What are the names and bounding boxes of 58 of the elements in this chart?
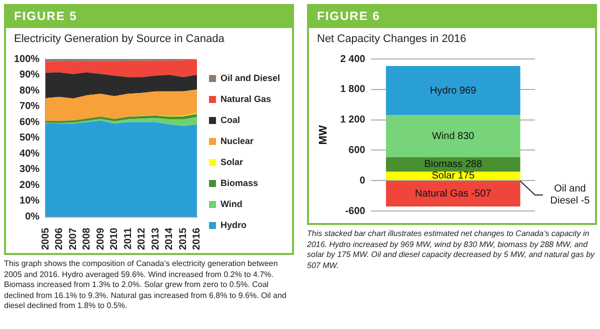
y-tick-label: 70%: [20, 101, 40, 112]
x-tick-label: 2011: [122, 227, 134, 250]
chart-title: FIGURE 5: [6, 6, 292, 28]
x-tick-label: 2006: [54, 227, 66, 250]
legend-label: Coal: [220, 114, 240, 125]
data-label: 288: [465, 159, 482, 170]
y-tick-label: 50%: [20, 132, 40, 144]
legend-label: Nuclear: [220, 136, 254, 146]
x-tick-label: 2009: [95, 227, 106, 250]
x-tick-label: 2012: [136, 227, 148, 250]
data-label: 830: [458, 130, 475, 142]
y-tick-label: 2 400: [340, 54, 366, 65]
y-tick-label: 1 800: [340, 84, 366, 96]
data-label: 175: [458, 170, 475, 182]
series-label: Hydro: [430, 85, 458, 96]
x-tick-label: 2010: [109, 227, 120, 250]
x-tick-label: 2007: [68, 227, 79, 250]
legend-label: Wind: [220, 198, 242, 209]
series-label: Natural Gas: [415, 188, 468, 200]
legend-label: Biomass: [220, 178, 258, 188]
bar: [386, 66, 520, 116]
y-tick-label: 90%: [20, 70, 40, 81]
y-tick-label: -600: [345, 206, 366, 217]
legend-label: Hydro: [220, 220, 247, 230]
legend-label: Natural Gas: [220, 94, 272, 104]
bar: [386, 115, 520, 158]
y-tick-label: 40%: [20, 148, 40, 160]
y-tick-label: 30%: [20, 164, 40, 176]
x-tick-label: 2015: [178, 227, 189, 250]
x-tick-label: 2013: [150, 227, 162, 250]
chart-subtitle: Net Capacity Changes in 2016: [316, 32, 468, 47]
x-tick-label: 2008: [82, 227, 93, 250]
y-tick-label: 80%: [20, 85, 40, 96]
y-tick-label: 1 200: [340, 114, 366, 126]
chart-subtitle: Electricity Generation by Source in Canada: [13, 32, 226, 47]
y-tick-label: 60%: [20, 116, 40, 128]
y-tick-label: 10%: [20, 196, 40, 207]
series-label: Solar: [432, 170, 456, 182]
x-tick-label: 2016: [192, 227, 203, 250]
bar: [386, 180, 520, 207]
series-label: Biomass: [424, 159, 463, 170]
series-label: Wind: [432, 130, 455, 142]
data-label: -507: [471, 188, 492, 200]
chart-title: FIGURE 6: [309, 6, 595, 28]
legend-label: Solar: [220, 156, 244, 167]
data-label: 969: [459, 85, 477, 96]
legend-label: Oil and Diesel: [220, 72, 280, 83]
y-axis-title: MW: [318, 124, 330, 145]
y-tick-label: 0: [360, 175, 366, 186]
text: Oil and Diesel -5: [550, 184, 590, 207]
y-tick-label: 100%: [14, 54, 40, 65]
y-tick-label: 600: [348, 144, 366, 156]
text: This stacked bar chart illustrates estimated net changes to Canada’s capacity in 2016. Hydro increased by 969 MW, wind by 830 MW, biomass by 288 MW, and solar by 175 MW. Oil and diesel capacity decreased by 5 MW, and natural gas by 507 MW.: [307, 229, 596, 271]
x-tick-label: 2014: [164, 227, 176, 250]
x-tick-label: 2005: [40, 227, 52, 250]
text: This graph shows the composition of Canada’s electricity generation between 2005 and 2016. Hydro averaged 59.6%. Wind increased from 0.2% to 4.7%. Biomass increased from 1.3% to 2.0%. Solar grew from zero to 0.5%. Coal declined from 16.1% to 9.3%. Natural gas increased from 6.8% to 9.6%. Oil and diesel declined from 1.8% to 0.5%.: [4, 259, 288, 312]
y-tick-label: 0%: [25, 212, 40, 223]
y-tick-label: 20%: [20, 180, 40, 191]
